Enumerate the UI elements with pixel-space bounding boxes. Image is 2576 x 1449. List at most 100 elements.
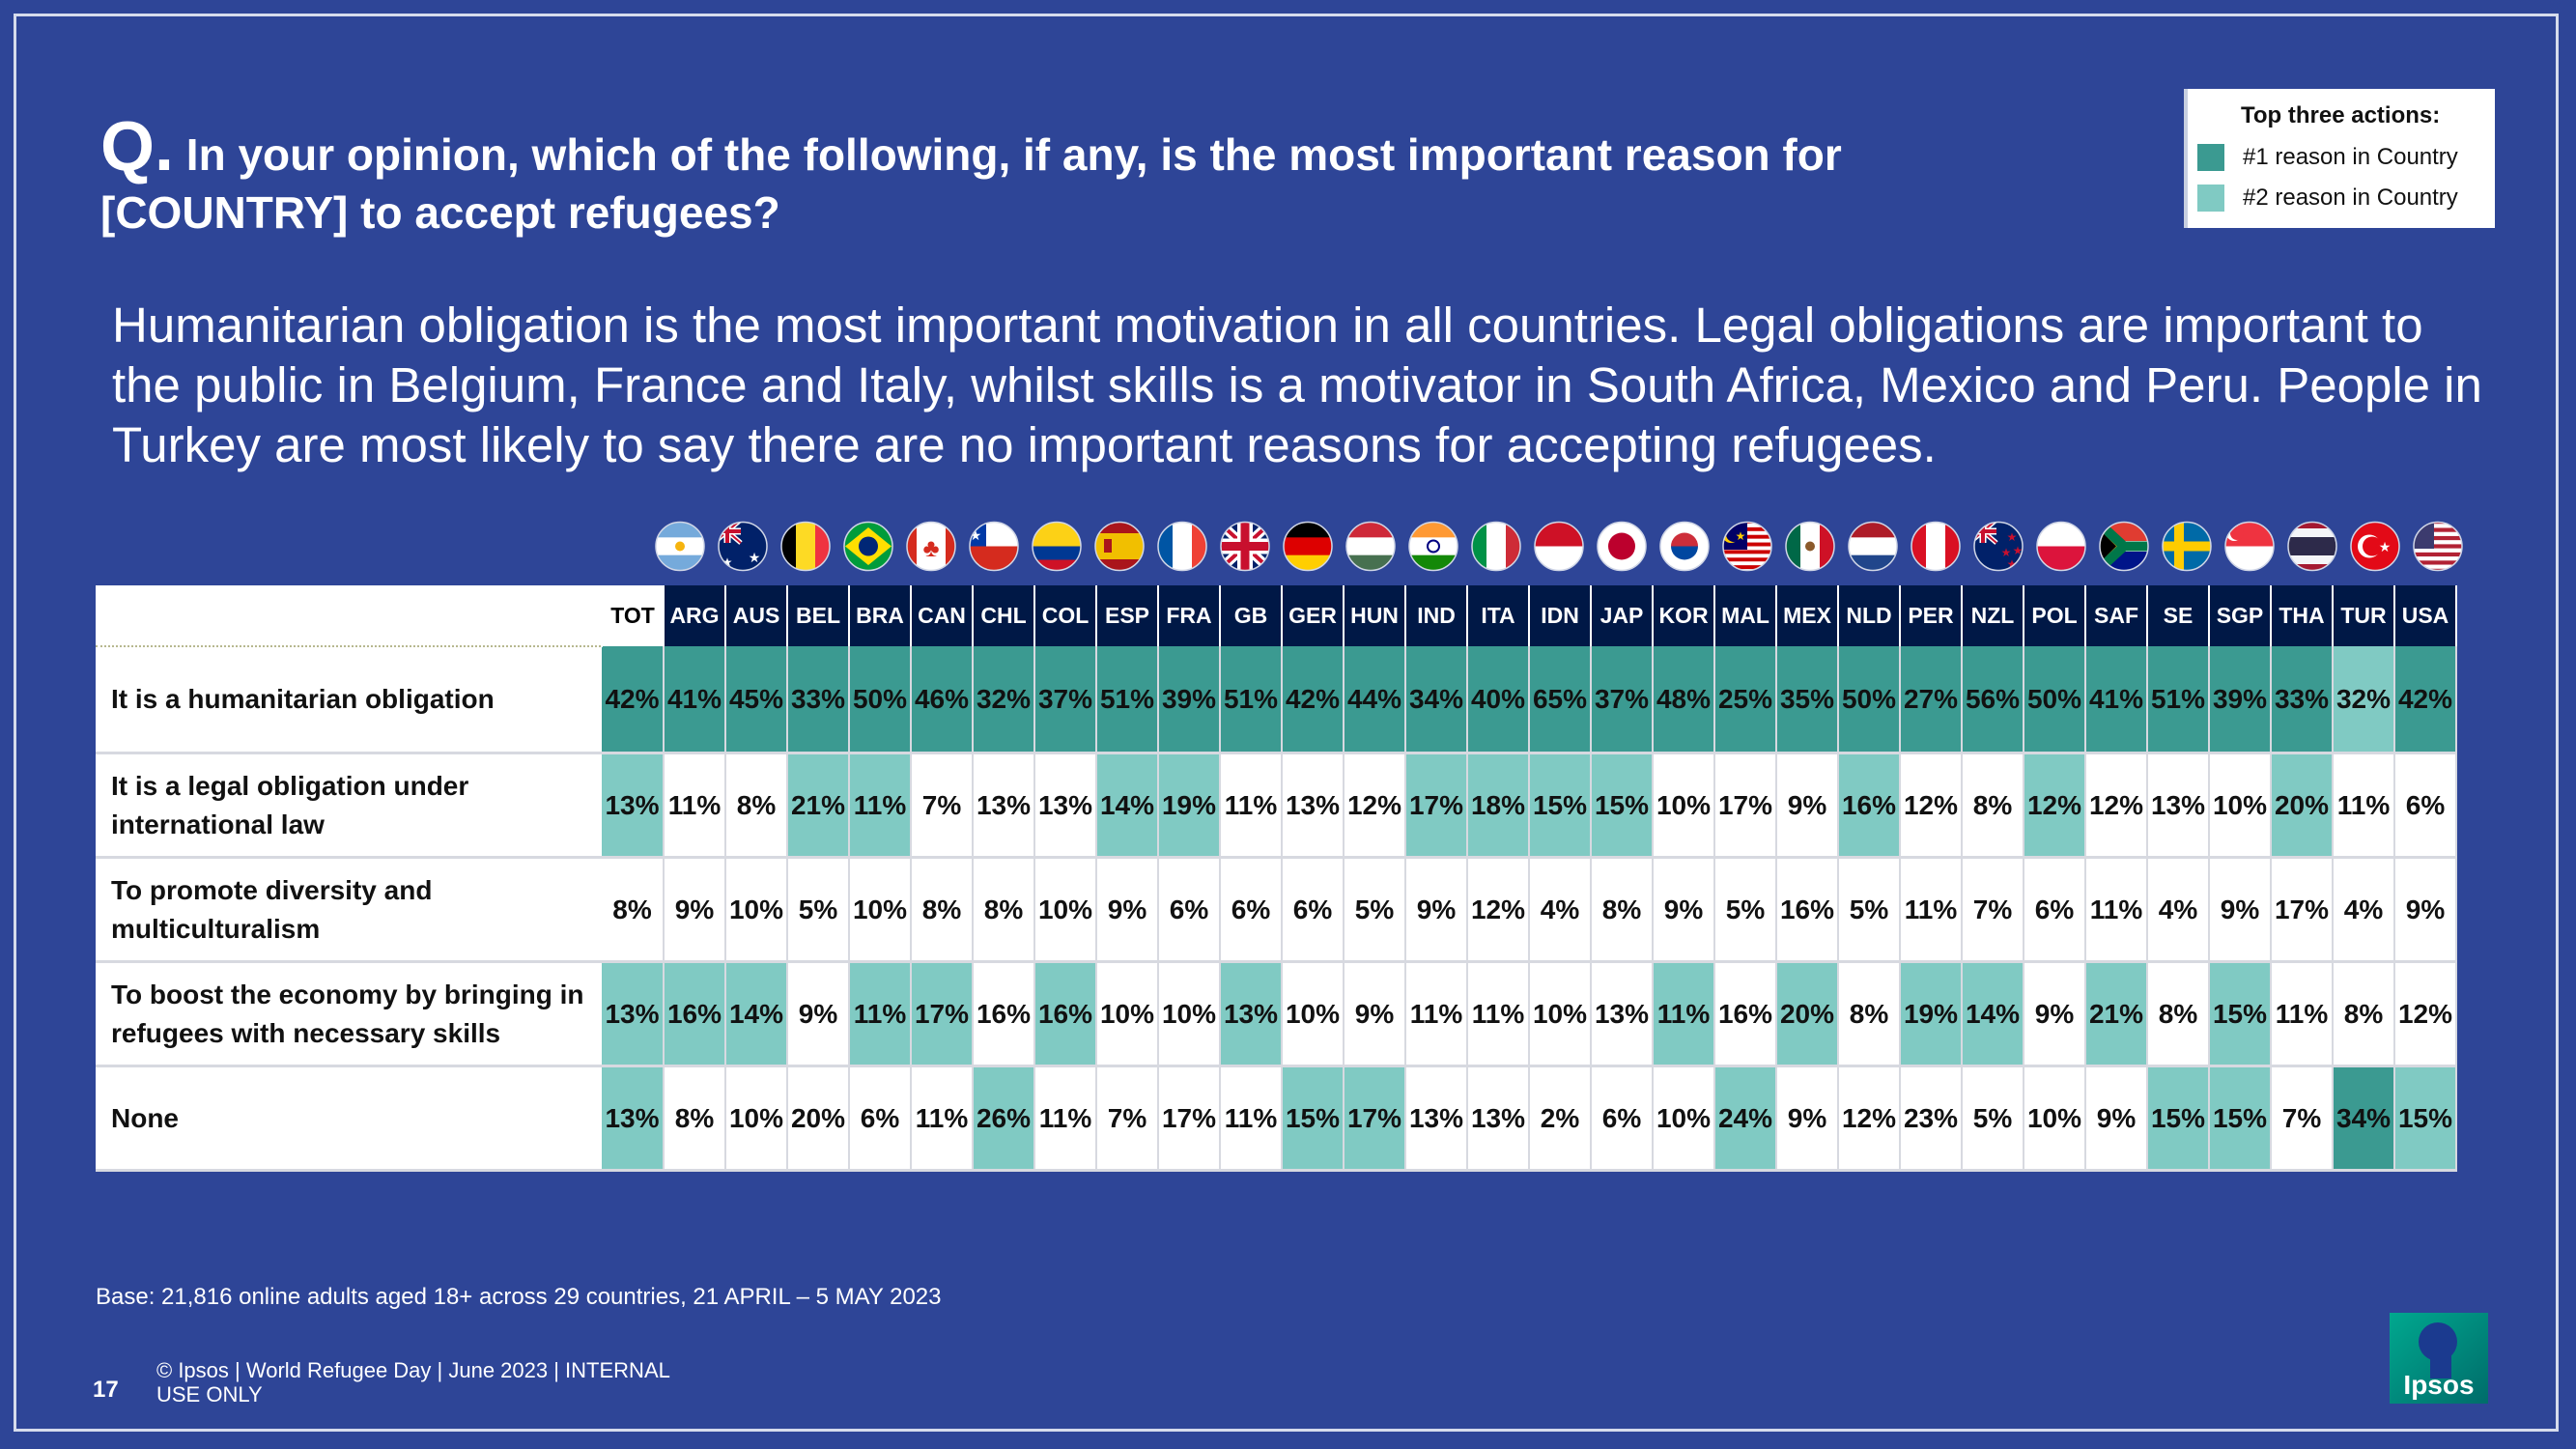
value-cell-tot: 13%	[602, 961, 665, 1067]
value-cell-mex: 20%	[1776, 961, 1839, 1067]
value-cell-ind: 11%	[1405, 961, 1468, 1067]
column-header-can: CAN	[911, 585, 974, 646]
hungary-flag	[1342, 520, 1400, 573]
column-header-pol: POL	[2024, 585, 2086, 646]
value-cell-bel: 33%	[787, 646, 850, 754]
value-cell-se: 51%	[2147, 646, 2210, 754]
column-header-bra: BRA	[849, 585, 912, 646]
value-cell-ind: 13%	[1405, 1065, 1468, 1172]
value-cell-mex: 9%	[1776, 753, 1839, 859]
value-cell-jap: 13%	[1591, 961, 1654, 1067]
column-header-ind: IND	[1405, 585, 1468, 646]
value-cell-chl: 32%	[973, 646, 1035, 754]
value-cell-kor: 11%	[1653, 961, 1715, 1067]
value-cell-bra: 50%	[849, 646, 912, 754]
value-cell-fra: 19%	[1158, 753, 1221, 859]
poland-flag	[2032, 520, 2090, 573]
value-cell-gb: 11%	[1220, 753, 1283, 859]
question-text: In your opinion, which of the following,…	[100, 129, 1842, 238]
singapore-flag	[2221, 520, 2279, 573]
value-cell-ind: 17%	[1405, 753, 1468, 859]
value-cell-ind: 34%	[1405, 646, 1468, 754]
value-cell-col: 11%	[1034, 1065, 1097, 1172]
country-header-row: TOT ARG AUS BEL BRA CAN CHL COL ESP FRA GB GER HUN IN…	[96, 585, 2457, 647]
table-row: It is a legal obligation under internati…	[96, 753, 2457, 859]
value-cell-gb: 51%	[1220, 646, 1283, 754]
value-cell-jap: 37%	[1591, 646, 1654, 754]
value-cell-se: 13%	[2147, 753, 2210, 859]
value-cell-bra: 11%	[849, 753, 912, 859]
value-cell-arg: 9%	[664, 857, 726, 963]
value-cell-jap: 6%	[1591, 1065, 1654, 1172]
italy-flag	[1467, 520, 1525, 573]
netherlands-flag	[1844, 520, 1902, 573]
table-row: None 13% 8% 10% 20% 6% 11% 26% 11% 7% 17% 11% 15% 17%…	[96, 1065, 2457, 1172]
column-header-kor: KOR	[1653, 585, 1715, 646]
value-cell-usa: 6%	[2394, 753, 2457, 859]
value-cell-hun: 44%	[1344, 646, 1406, 754]
row-label: To promote diversity and multiculturalis…	[96, 857, 602, 963]
value-cell-se: 8%	[2147, 961, 2210, 1067]
value-cell-arg: 41%	[664, 646, 726, 754]
mexico-flag	[1781, 520, 1839, 573]
value-cell-bel: 5%	[787, 857, 850, 963]
column-header-tot: TOT	[602, 585, 665, 646]
row-label: None	[96, 1065, 602, 1172]
value-cell-kor: 48%	[1653, 646, 1715, 754]
value-cell-sgp: 15%	[2209, 1065, 2272, 1172]
svg-text:★: ★	[749, 550, 761, 565]
value-cell-tha: 7%	[2271, 1065, 2334, 1172]
new-zealand-flag: ★ ★ ★ ★	[1969, 520, 2027, 573]
value-cell-saf: 21%	[2085, 961, 2148, 1067]
column-header-usa: USA	[2394, 585, 2457, 646]
value-cell-bel: 21%	[787, 753, 850, 859]
south-korea-flag	[1656, 520, 1713, 573]
svg-text:★: ★	[2007, 530, 2018, 544]
value-cell-chl: 26%	[973, 1065, 1035, 1172]
column-header-fra: FRA	[1158, 585, 1221, 646]
value-cell-nzl: 8%	[1962, 753, 2024, 859]
value-cell-tur: 4%	[2333, 857, 2395, 963]
value-cell-per: 11%	[1900, 857, 1963, 963]
value-cell-nzl: 14%	[1962, 961, 2024, 1067]
value-cell-idn: 65%	[1529, 646, 1592, 754]
value-cell-mex: 35%	[1776, 646, 1839, 754]
value-cell-ita: 18%	[1467, 753, 1530, 859]
value-cell-saf: 9%	[2085, 1065, 2148, 1172]
value-cell-ger: 42%	[1282, 646, 1345, 754]
value-cell-nld: 8%	[1838, 961, 1901, 1067]
value-cell-ind: 9%	[1405, 857, 1468, 963]
value-cell-esp: 51%	[1096, 646, 1159, 754]
value-cell-mal: 5%	[1714, 857, 1777, 963]
value-cell-jap: 15%	[1591, 753, 1654, 859]
value-cell-ita: 40%	[1467, 646, 1530, 754]
south-africa-flag	[2095, 520, 2153, 573]
value-cell-tha: 11%	[2271, 961, 2334, 1067]
question: Q. In your opinion, which of the followi…	[100, 112, 2052, 242]
column-header-arg: ARG	[664, 585, 726, 646]
column-header-esp: ESP	[1096, 585, 1159, 646]
value-cell-esp: 9%	[1096, 857, 1159, 963]
usa-flag	[2409, 520, 2467, 573]
value-cell-se: 15%	[2147, 1065, 2210, 1172]
subtitle: Humanitarian obligation is the most impo…	[112, 298, 2482, 472]
value-cell-chl: 13%	[973, 753, 1035, 859]
value-cell-tha: 20%	[2271, 753, 2334, 859]
value-cell-esp: 14%	[1096, 753, 1159, 859]
value-cell-nzl: 56%	[1962, 646, 2024, 754]
argentina-flag	[651, 520, 709, 573]
value-cell-usa: 15%	[2394, 1065, 2457, 1172]
value-cell-pol: 12%	[2024, 753, 2086, 859]
value-cell-tot: 13%	[602, 753, 665, 859]
column-header-mal: MAL	[1714, 585, 1777, 646]
svg-text:♣: ♣	[922, 533, 939, 562]
value-cell-saf: 11%	[2085, 857, 2148, 963]
value-cell-nld: 16%	[1838, 753, 1901, 859]
value-cell-pol: 50%	[2024, 646, 2086, 754]
value-cell-arg: 11%	[664, 753, 726, 859]
value-cell-nzl: 7%	[1962, 857, 2024, 963]
india-flag	[1404, 520, 1462, 573]
value-cell-bel: 20%	[787, 1065, 850, 1172]
column-header-se: SE	[2147, 585, 2210, 646]
value-cell-bra: 10%	[849, 857, 912, 963]
